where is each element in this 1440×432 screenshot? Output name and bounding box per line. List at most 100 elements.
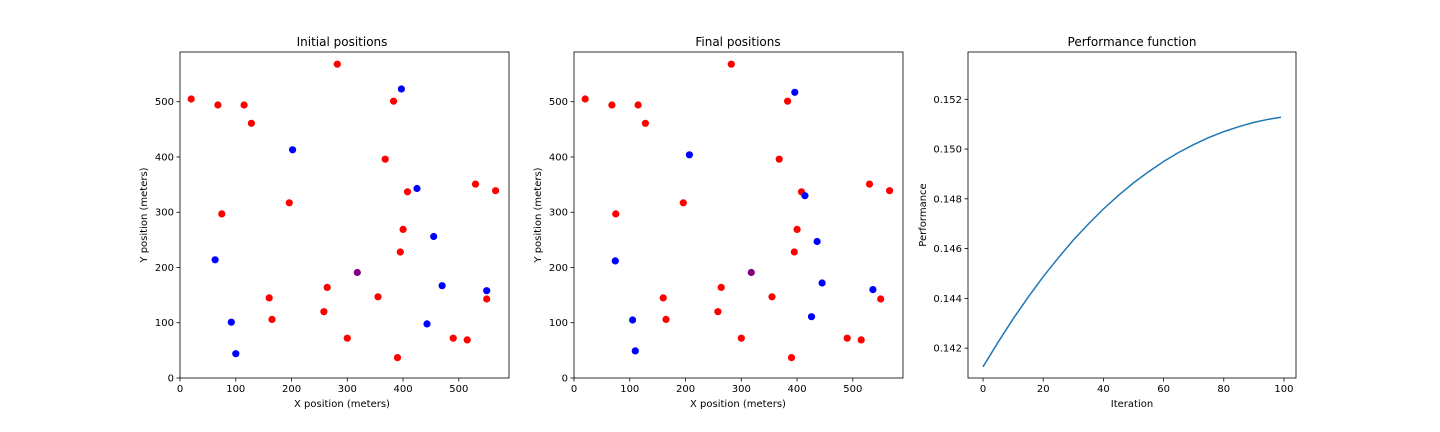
y-tick-label: 0.152 xyxy=(933,95,962,106)
x-axis-label: X position (meters) xyxy=(690,399,786,410)
x-tick-label: 200 xyxy=(282,384,301,395)
data-point xyxy=(247,119,255,127)
data-point xyxy=(289,146,297,154)
data-point xyxy=(374,293,382,301)
data-point xyxy=(659,294,667,302)
y-tick-label: 0 xyxy=(168,374,174,385)
x-tick-label: 0 xyxy=(980,384,986,395)
y-axis-label: Y position (meters) xyxy=(533,167,544,263)
data-point xyxy=(801,192,809,200)
x-tick-label: 0 xyxy=(177,384,183,395)
data-point xyxy=(737,334,745,342)
data-point xyxy=(793,225,801,233)
data-point xyxy=(787,354,796,362)
data-point xyxy=(877,295,885,303)
data-point xyxy=(807,313,816,321)
data-point xyxy=(869,286,877,294)
data-point xyxy=(685,151,694,159)
chart-title: Performance function xyxy=(1068,35,1197,49)
subplot-final-positions: Final positions X position (meters) Y po… xyxy=(533,35,904,410)
y-tick-label: 300 xyxy=(155,208,174,219)
data-point xyxy=(857,336,865,344)
y-tick-label: 0.148 xyxy=(933,194,962,205)
data-point xyxy=(791,88,799,96)
data-point xyxy=(265,294,273,302)
data-point xyxy=(492,187,500,195)
x-tick-label: 60 xyxy=(1157,384,1170,395)
series-line xyxy=(982,116,1282,368)
data-point xyxy=(717,283,725,291)
x-tick-label: 400 xyxy=(394,384,413,395)
data-point xyxy=(581,95,589,103)
plot-area: 0 100 200 300 400 500 0 100 200 300 400 500 xyxy=(155,51,510,395)
x-tick-label: 500 xyxy=(449,384,468,395)
data-point xyxy=(268,315,276,323)
data-point xyxy=(727,60,735,68)
y-tick-label: 300 xyxy=(549,208,568,219)
plot-area: 0 20 40 60 80 100 0.142 0.144 0.146 0.148 0.150 0.1… xyxy=(933,51,1297,395)
chart-title: Initial positions xyxy=(297,35,388,49)
y-tick-label: 100 xyxy=(155,318,174,329)
data-point xyxy=(423,320,431,328)
data-point xyxy=(390,97,398,105)
data-point xyxy=(483,287,491,295)
y-tick-label: 200 xyxy=(155,263,174,274)
data-point xyxy=(714,308,722,316)
y-axis-label: Y position (meters) xyxy=(139,167,150,263)
y-tick-label: 500 xyxy=(155,97,174,108)
y-axis-label: Performance xyxy=(918,183,929,246)
data-point xyxy=(629,316,637,324)
data-point xyxy=(790,248,798,256)
data-point xyxy=(641,119,650,127)
data-point xyxy=(285,199,293,207)
data-point xyxy=(438,282,446,290)
data-point xyxy=(843,334,851,342)
plot-area: 0 100 200 300 400 500 0 100 200 300 400 500 xyxy=(549,51,904,395)
data-point xyxy=(463,336,471,344)
subplot-initial-positions: Initial positions X position (meters) Y … xyxy=(139,35,510,410)
data-point xyxy=(611,257,619,265)
data-point xyxy=(818,279,826,287)
data-point xyxy=(214,101,222,109)
x-tick-label: 0 xyxy=(571,384,577,395)
data-point xyxy=(353,268,361,277)
x-tick-label: 100 xyxy=(620,384,639,395)
data-point xyxy=(399,225,407,233)
y-tick-label: 0.142 xyxy=(933,344,962,355)
data-point xyxy=(631,347,639,355)
axes-frame xyxy=(573,51,904,379)
x-tick-label: 300 xyxy=(338,384,357,395)
x-tick-label: 200 xyxy=(676,384,695,395)
x-tick-label: 20 xyxy=(1037,384,1050,395)
x-axis-label: X position (meters) xyxy=(294,399,390,410)
y-tick-label: 500 xyxy=(549,97,568,108)
data-point xyxy=(323,283,331,291)
x-tick-label: 500 xyxy=(843,384,862,395)
y-tick-label: 100 xyxy=(549,318,568,329)
data-point xyxy=(343,334,351,342)
data-point xyxy=(320,308,328,316)
axes-frame xyxy=(179,51,510,379)
data-point xyxy=(612,210,620,218)
data-point xyxy=(396,248,404,256)
data-point xyxy=(784,97,792,105)
data-point xyxy=(634,101,642,109)
data-point xyxy=(232,350,240,358)
data-point xyxy=(240,101,248,109)
data-point xyxy=(679,199,687,207)
data-point xyxy=(775,155,783,163)
data-point xyxy=(449,334,457,342)
data-point xyxy=(747,268,755,277)
subplot-performance-function: Performance function Iteration Performan… xyxy=(918,35,1297,410)
data-point xyxy=(813,237,821,246)
data-point xyxy=(768,293,776,301)
data-point xyxy=(403,188,412,196)
y-tick-label: 200 xyxy=(549,263,568,274)
x-tick-label: 300 xyxy=(732,384,751,395)
y-tick-label: 0.144 xyxy=(933,294,962,305)
data-point xyxy=(430,232,438,241)
data-point xyxy=(381,155,389,163)
y-tick-label: 400 xyxy=(155,152,174,163)
